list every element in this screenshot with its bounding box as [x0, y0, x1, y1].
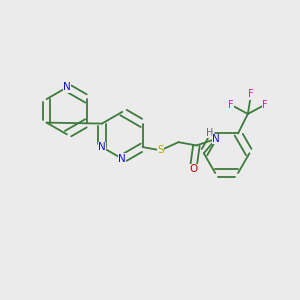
Text: O: O	[189, 164, 197, 174]
Text: N: N	[118, 154, 126, 164]
Text: S: S	[157, 145, 164, 155]
Text: F: F	[262, 100, 268, 110]
Text: N: N	[212, 134, 220, 144]
Text: F: F	[248, 89, 254, 99]
Text: N: N	[63, 82, 71, 92]
Text: N: N	[98, 142, 106, 152]
Text: F: F	[228, 100, 234, 110]
Text: H: H	[206, 128, 214, 138]
